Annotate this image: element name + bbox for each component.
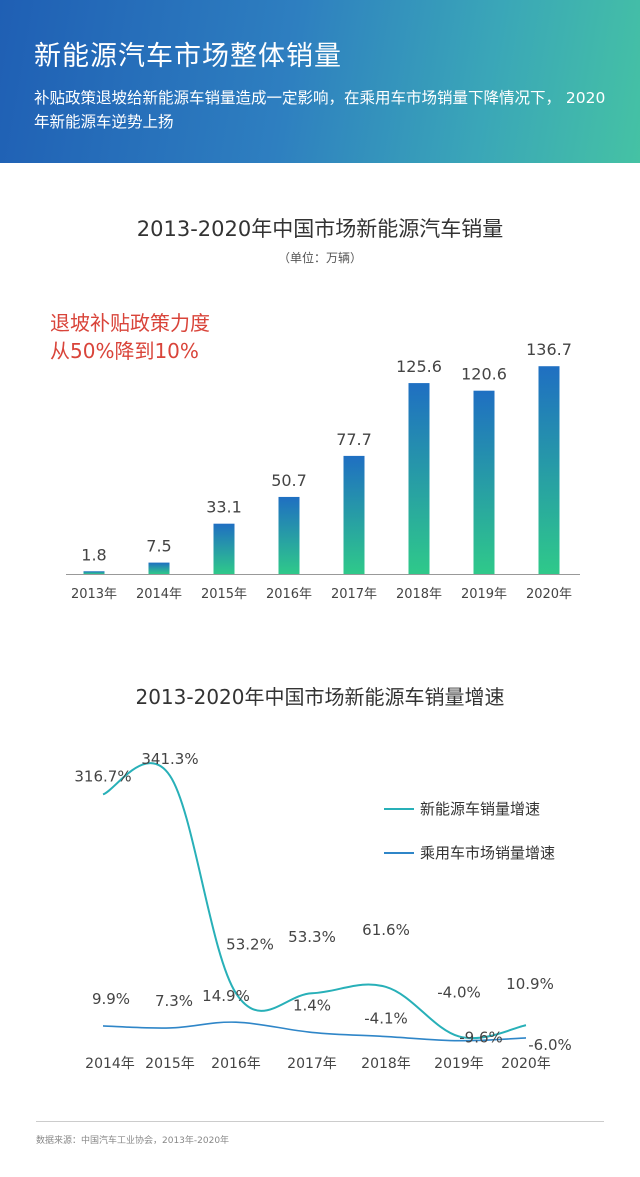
bar [343,455,365,574]
x-tick-label: 2016年 [266,587,312,602]
ev-growth-label: 341.3% [141,750,198,768]
x-tick-label: 2013年 [71,587,117,602]
x-tick-label: 2017年 [331,587,377,602]
bar-value-label: 1.8 [81,545,106,564]
bar-value-label: 50.7 [271,471,307,490]
legend-label: 乘用车市场销量增速 [420,844,555,862]
bar [213,523,235,574]
header-banner: 新能源汽车市场整体销量 补贴政策退坡给新能源车销量造成一定影响，在乘用车市场销量… [0,0,640,163]
bar [278,496,300,574]
bar-value-label: 136.7 [526,340,572,359]
bar [148,562,170,574]
x-tick-label: 2014年 [136,587,182,602]
x-tick-label: 2018年 [361,1056,411,1072]
bar [408,383,430,574]
page-title: 新能源汽车市场整体销量 [34,41,342,72]
x-tick-label: 2015年 [201,587,247,602]
bar [83,571,105,574]
x-tick-label: 2017年 [287,1056,337,1072]
x-tick-label: 2020年 [501,1056,551,1072]
line-chart-title: 2013-2020年中国市场新能源车销量增速 [135,685,505,709]
policy-annotation-line1: 退坡补贴政策力度 [50,311,210,335]
footer-divider [36,1121,604,1122]
pv-growth-label: 14.9% [202,987,250,1005]
x-tick-label: 2014年 [85,1056,135,1072]
bar-chart-unit: （单位：万辆） [277,251,362,265]
x-tick-label: 2019年 [461,587,507,602]
x-tick-label: 2016年 [211,1056,261,1072]
bar-value-label: 77.7 [336,430,372,449]
ev-growth-label: 53.2% [226,935,274,953]
data-source-note: 数据来源：中国汽车工业协会，2013年-2020年 [36,1136,230,1146]
x-tick-label: 2019年 [434,1056,484,1072]
pv-growth-label: -6.0% [528,1036,572,1054]
pv-growth-label: -4.1% [364,1010,408,1028]
policy-annotation: 退坡补贴政策力度 从50%降到10% [50,309,210,365]
pv-growth-label: 1.4% [293,996,331,1014]
ev-growth-line [102,762,527,1040]
ev-growth-label: 61.6% [362,921,410,939]
bar-chart: 1.8 2013年 7.5 2014年 33.1 2015年 50.7 2016年 77.7 20… [66,340,580,602]
pv-growth-line [102,1021,527,1042]
bar-chart-title: 2013-2020年中国市场新能源汽车销量 [136,217,504,241]
line-chart: 316.7% 341.3% 53.2% 53.3% 61.6% -4.0% 10.9% 9.9… [74,750,572,1072]
bar [473,390,495,574]
bar-value-label: 125.6 [396,357,442,376]
ev-growth-label: 316.7% [74,767,131,785]
x-tick-label: 2020年 [526,587,572,602]
bar-value-label: 7.5 [146,537,171,556]
pv-growth-label: 7.3% [155,992,193,1010]
page-subtitle: 补贴政策退坡给新能源车销量造成一定影响，在乘用车市场销量下降情况下， 2020年… [34,89,606,131]
policy-annotation-line2: 从50%降到10% [50,339,199,363]
legend-label: 新能源车销量增速 [420,800,540,818]
pv-growth-label: -9.6% [459,1029,503,1047]
bar [538,366,560,574]
x-tick-label: 2015年 [145,1056,195,1072]
bar-value-label: 33.1 [206,498,242,517]
ev-growth-label: 10.9% [506,975,554,993]
ev-growth-label: -4.0% [437,983,481,1001]
x-tick-label: 2018年 [396,587,442,602]
pv-growth-label: 9.9% [92,990,130,1008]
bar-value-label: 120.6 [461,365,507,384]
ev-growth-label: 53.3% [288,928,336,946]
